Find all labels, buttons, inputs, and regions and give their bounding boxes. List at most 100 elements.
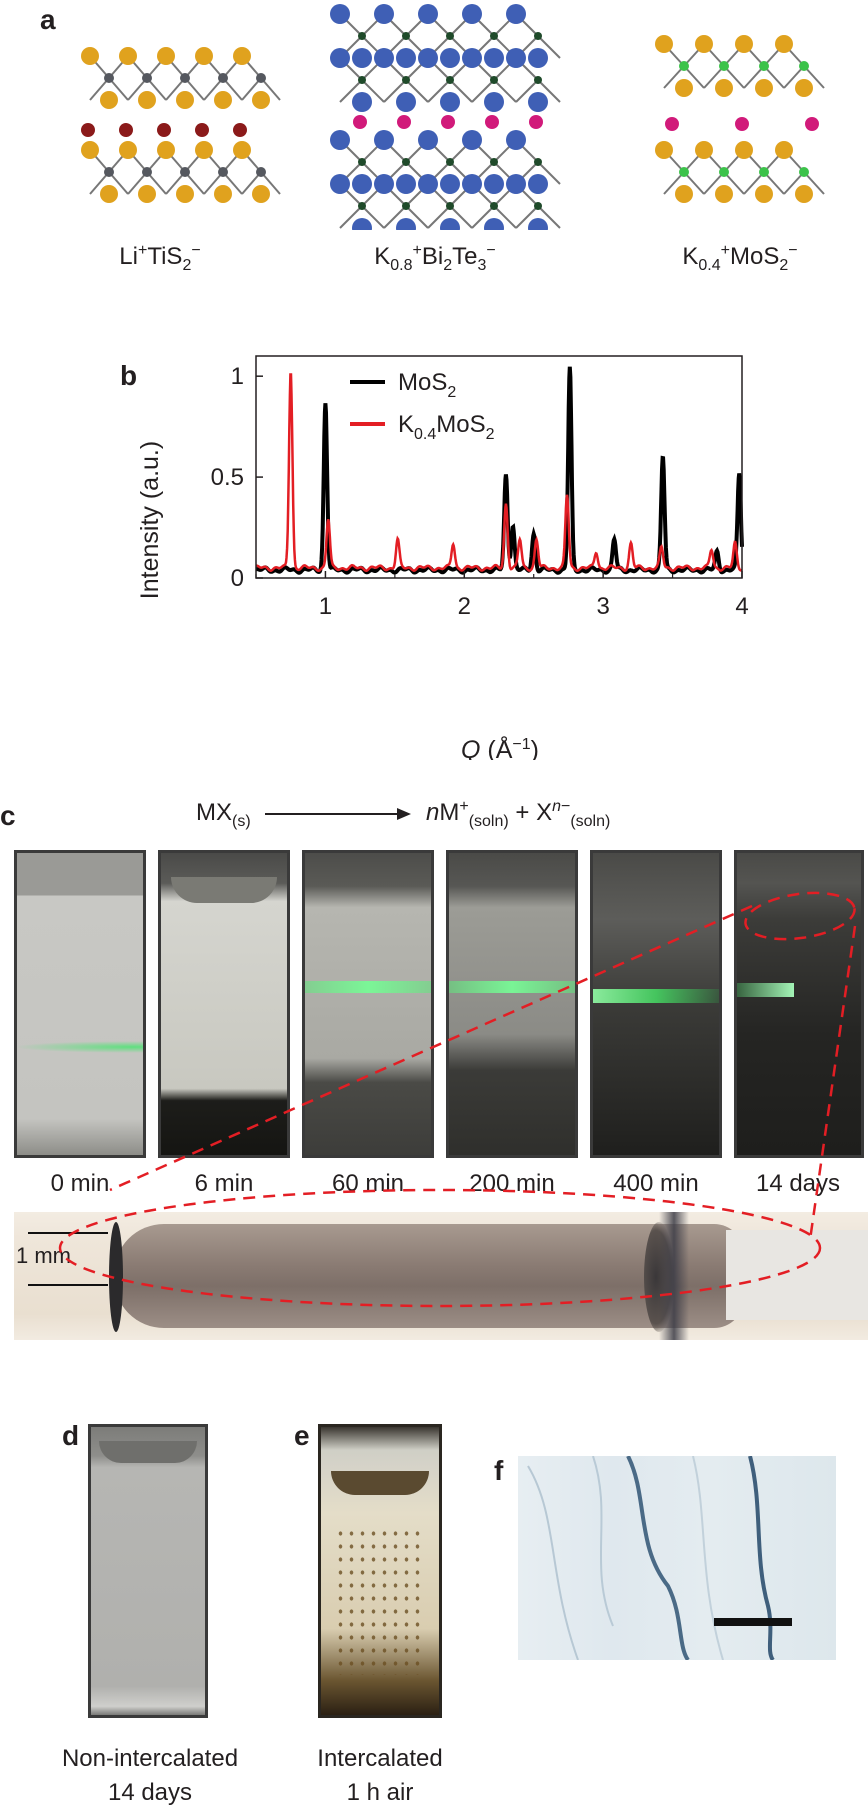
bond (383, 79, 407, 103)
scale-bar-f (714, 1618, 792, 1626)
large-atom (396, 218, 416, 230)
bond (361, 205, 385, 229)
large-atom (484, 174, 504, 194)
chart-legend: MoS2 K0.4MoS2 (350, 369, 495, 443)
time-label-14days: 14 days (755, 1170, 841, 1197)
bond (449, 79, 473, 103)
large-atom (462, 174, 482, 194)
y-axis-label: Intensity (a.u.) (136, 441, 164, 599)
large-atom (715, 185, 733, 203)
caption-d: Non-intercalated 14 days (61, 1745, 239, 1806)
small-atom (358, 76, 366, 84)
atom-layer (330, 48, 561, 112)
x-axis-label: Q (Å−1) (461, 734, 539, 760)
large-atom (735, 141, 753, 159)
small-atom (180, 167, 190, 177)
small-atom (446, 76, 454, 84)
reaction-equation: MX(s) nM+(soln) + Xn−(soln) (196, 798, 611, 830)
k-ion (485, 115, 499, 129)
small-atom (402, 76, 410, 84)
small-atom (104, 73, 114, 83)
large-atom (484, 48, 504, 68)
small-atom (759, 167, 769, 177)
large-atom (176, 185, 194, 203)
large-atom (396, 92, 416, 112)
small-atom (218, 167, 228, 177)
small-atom (490, 158, 498, 166)
cuvette-400min (590, 850, 722, 1158)
small-atom (799, 61, 809, 71)
cuvette-6min (158, 850, 290, 1158)
small-atom (256, 167, 266, 177)
zoom-connector-lines (58, 891, 857, 1308)
large-atom (715, 79, 733, 97)
large-atom (396, 174, 416, 194)
large-atom (374, 174, 394, 194)
k-ion (805, 117, 819, 131)
large-atom (330, 174, 350, 194)
large-atom (119, 47, 137, 65)
large-atom (374, 130, 394, 150)
panel-b-label: b (120, 360, 138, 391)
small-atom (256, 73, 266, 83)
bond (427, 79, 451, 103)
small-atom (534, 202, 542, 210)
large-atom (214, 185, 232, 203)
li-ion (81, 123, 95, 137)
large-atom (528, 92, 548, 112)
large-atom (330, 48, 350, 68)
li-ion (157, 123, 171, 137)
micrograph-texture (527, 1456, 775, 1660)
large-atom (506, 130, 526, 150)
li-ion (195, 123, 209, 137)
atom-layer (330, 174, 561, 230)
small-atom (679, 167, 689, 177)
bond (405, 79, 429, 103)
large-atom (352, 48, 372, 68)
bond (537, 205, 561, 229)
large-atom (252, 91, 270, 109)
small-atom (358, 32, 366, 40)
time-label-200min: 200 min (469, 1170, 555, 1197)
small-atom (534, 76, 542, 84)
y-tick-label: 0.5 (211, 464, 244, 491)
large-atom (655, 35, 673, 53)
large-atom (755, 79, 773, 97)
large-atom (655, 141, 673, 159)
large-atom (418, 130, 438, 150)
bond (493, 205, 517, 229)
large-atom (528, 218, 548, 230)
large-atom (418, 4, 438, 24)
large-atom (795, 79, 813, 97)
large-atom (462, 48, 482, 68)
zoom-ellipse-top (744, 891, 856, 941)
k-ion (529, 115, 543, 129)
time-label-0min: 0 min (50, 1170, 110, 1197)
small-atom (402, 158, 410, 166)
large-atom (735, 35, 753, 53)
large-atom (100, 91, 118, 109)
cuvette-60min (302, 850, 434, 1158)
small-atom (759, 61, 769, 71)
large-atom (100, 185, 118, 203)
large-atom (506, 174, 526, 194)
large-atom (506, 48, 526, 68)
panel-f-label: f (494, 1455, 504, 1486)
large-atom (330, 130, 350, 150)
bond (493, 79, 517, 103)
x-tick-label: 2 (458, 593, 471, 620)
small-atom (679, 61, 689, 71)
plot-frame (255, 355, 743, 579)
large-atom (795, 185, 813, 203)
small-atom (402, 32, 410, 40)
large-atom (233, 47, 251, 65)
large-atom (462, 4, 482, 24)
large-atom (374, 48, 394, 68)
bond (471, 79, 495, 103)
large-atom (352, 218, 372, 230)
large-atom (775, 141, 793, 159)
large-atom (440, 174, 460, 194)
large-atom (418, 174, 438, 194)
cuvette-non-intercalated (88, 1424, 208, 1718)
large-atom (418, 48, 438, 68)
